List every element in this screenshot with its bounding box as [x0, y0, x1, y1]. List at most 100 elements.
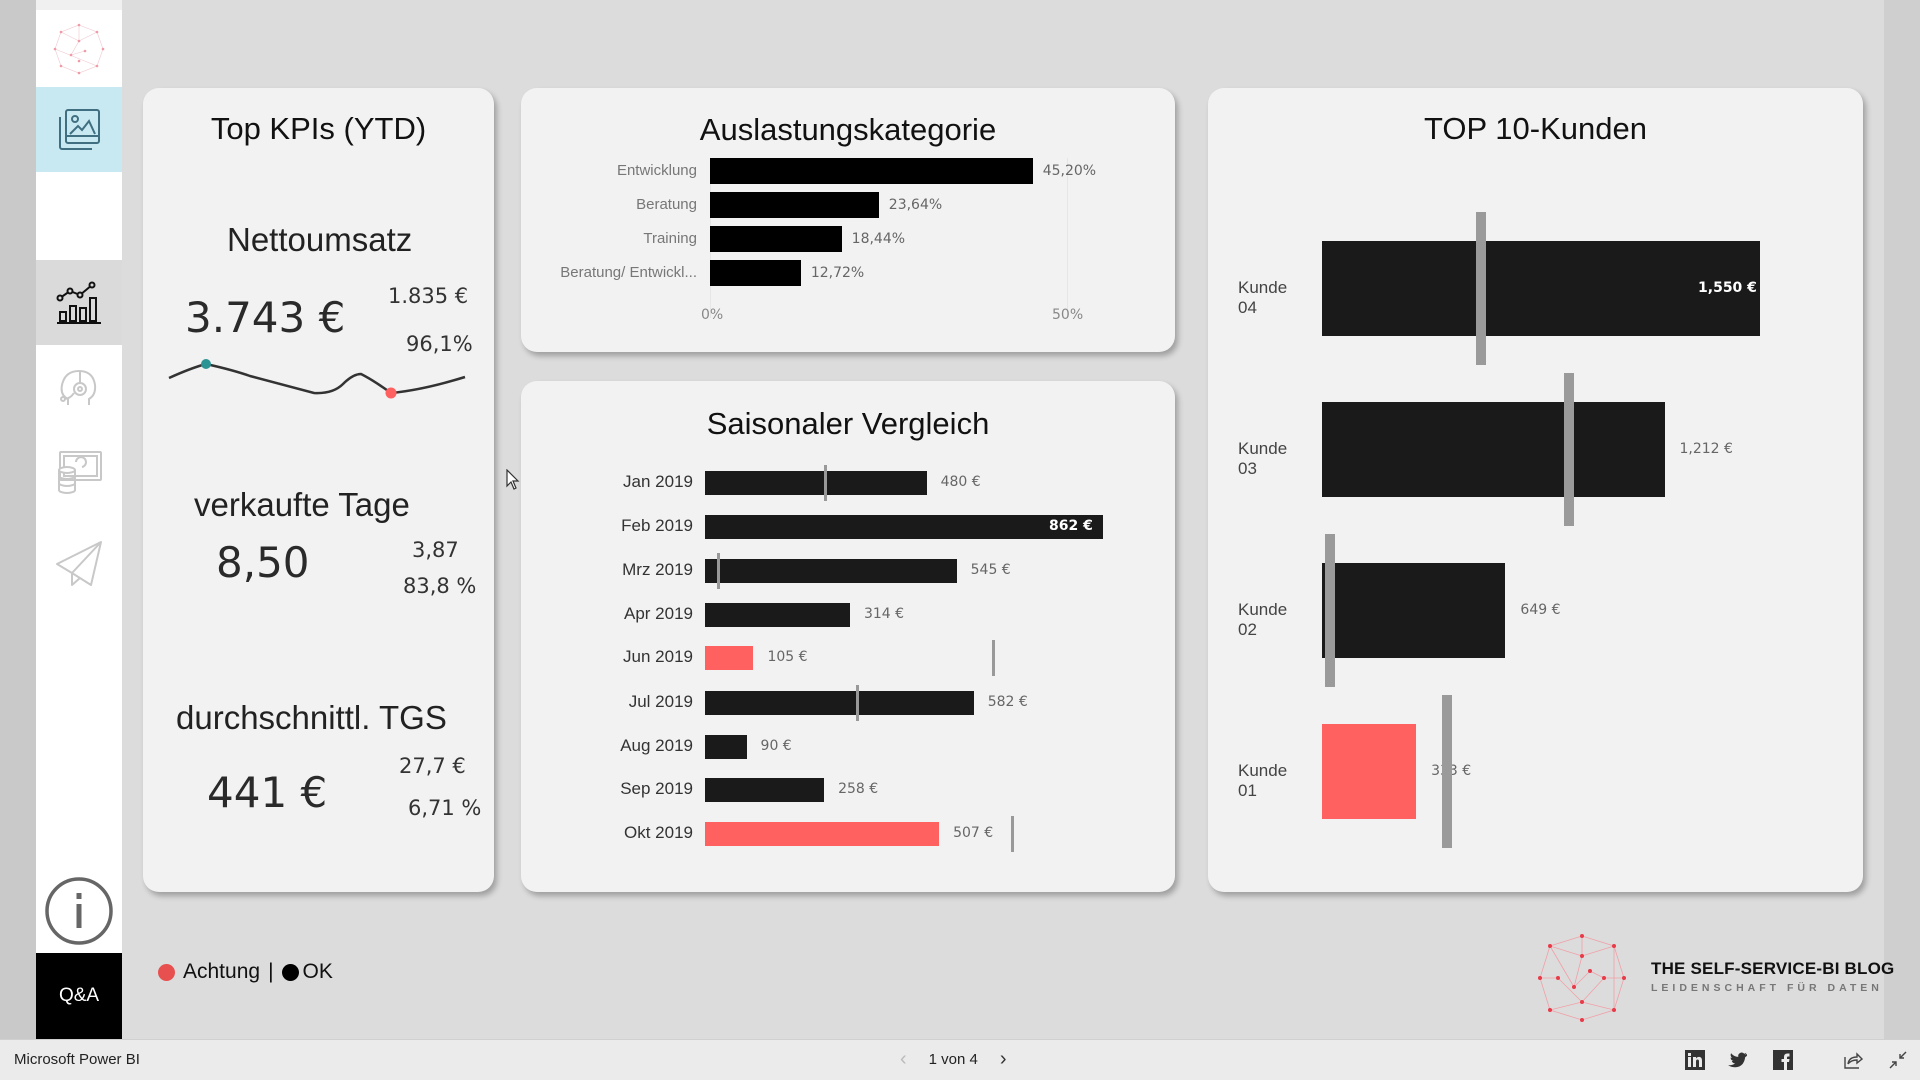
sidebar-item-send[interactable]	[36, 520, 122, 605]
prev-page-button[interactable]: ‹	[900, 1048, 907, 1070]
category-value: 12,72%	[810, 265, 865, 281]
month-value: 105 €	[767, 649, 808, 665]
month-bar[interactable]	[705, 778, 825, 802]
category-label: Beratung	[636, 196, 697, 213]
target-marker	[716, 553, 720, 589]
linkedin-icon[interactable]	[1685, 1050, 1705, 1070]
category-value: 23,64%	[888, 197, 943, 213]
kunde-label: Kunde 03	[1238, 438, 1288, 478]
page-navigator: ‹ 1 von 4 ›	[900, 1048, 1007, 1071]
legend-separator: |	[268, 960, 274, 983]
month-bar[interactable]	[705, 822, 940, 846]
sidebar-item-gallery[interactable]	[36, 87, 122, 172]
target-marker	[855, 685, 859, 721]
legend-ok: OK	[302, 960, 333, 983]
month-label: Jan 2019	[623, 472, 693, 491]
kunde-bar[interactable]	[1322, 402, 1665, 497]
sidebar-logo[interactable]	[36, 10, 122, 87]
month-value: 314 €	[863, 606, 905, 622]
kpi-card-title: Top KPIs (YTD)	[210, 111, 427, 146]
kunde-bar[interactable]	[1322, 241, 1761, 336]
category-label: Beratung/ Entwickl...	[560, 264, 697, 281]
tgs-compare: 27,7 €	[399, 754, 466, 778]
axis-tick-0: 0%	[701, 307, 724, 323]
category-value: 45,20%	[1042, 163, 1097, 179]
month-bar[interactable]	[705, 735, 747, 759]
qa-button[interactable]: Q&A	[36, 953, 122, 1039]
blog-logo-title: THE SELF-SERVICE-BI BLOG	[1651, 959, 1895, 978]
nettoumsatz-compare: 1.835 €	[388, 284, 469, 308]
month-label: Jun 2019	[623, 647, 693, 666]
kunde-label: Kunde 01	[1238, 760, 1288, 800]
gridline-50	[1067, 158, 1068, 318]
support-headset-icon	[60, 369, 97, 405]
page-indicator: 1 von 4	[928, 1051, 978, 1068]
twitter-icon[interactable]	[1728, 1050, 1748, 1070]
axis-tick-50: 50%	[1052, 307, 1084, 323]
saisonal-card: Saisonaler Vergleich Jan 2019 480 € Feb 20…	[521, 381, 1175, 892]
month-bar[interactable]	[705, 515, 1103, 539]
sidebar-top-band	[36, 0, 122, 10]
gallery-image-icon	[59, 108, 100, 150]
category-bar[interactable]	[710, 192, 879, 218]
kunde-bar[interactable]	[1322, 724, 1417, 819]
category-value: 18,44%	[851, 231, 906, 247]
next-page-button[interactable]: ›	[999, 1048, 1007, 1070]
target-marker	[991, 640, 995, 676]
month-label: Apr 2019	[624, 604, 693, 623]
sparkline-low-marker	[385, 387, 397, 399]
auslastung-card: Auslastungskategorie Entwicklung 45,20% Be…	[521, 88, 1175, 352]
facebook-icon[interactable]	[1773, 1050, 1793, 1070]
kpi-card: Top KPIs (YTD) Nettoumsatz 3.743 € 1.835…	[143, 88, 494, 892]
target-marker	[1564, 373, 1575, 526]
money-database-icon	[58, 450, 102, 494]
month-value: 545 €	[970, 562, 1011, 578]
nettoumsatz-sparkline	[168, 359, 466, 399]
nettoumsatz-pct: 96,1%	[406, 332, 473, 356]
exit-fullscreen-icon[interactable]	[1888, 1050, 1908, 1070]
mouse-cursor-icon	[506, 469, 520, 490]
month-value: 258 €	[838, 781, 879, 797]
status-legend: Achtung | OK	[158, 960, 333, 984]
category-bar[interactable]	[710, 260, 801, 286]
sidebar-item-support[interactable]	[36, 345, 122, 430]
footer-bar: Microsoft Power BI ‹ 1 von 4 ›	[0, 1039, 1920, 1080]
logo-network-icon	[53, 23, 105, 74]
verkaufte-tage-pct: 83,8 %	[403, 574, 477, 598]
month-bar[interactable]	[705, 646, 754, 670]
info-icon	[45, 876, 113, 945]
saisonal-title: Saisonaler Vergleich	[706, 406, 990, 441]
left-frame-strip	[0, 0, 36, 1039]
target-marker	[1476, 212, 1487, 365]
sidebar-item-analytics[interactable]	[36, 260, 122, 345]
blog-logo-subtitle: LEIDENSCHAFT FÜR DATEN	[1651, 982, 1883, 994]
month-bar[interactable]	[705, 691, 974, 715]
qa-label: Q&A	[58, 985, 100, 1006]
target-marker	[1011, 816, 1015, 852]
top10-title: TOP 10-Kunden	[1424, 111, 1647, 146]
blog-logo: THE SELF-SERVICE-BI BLOG LEIDENSCHAFT FÜ…	[1536, 930, 1894, 1035]
category-bar[interactable]	[710, 226, 842, 252]
auslastung-title: Auslastungskategorie	[699, 112, 997, 147]
sidebar-nav: Q&A	[36, 0, 122, 1039]
network-logo-icon	[1538, 934, 1626, 1022]
info-button[interactable]	[36, 868, 122, 953]
month-label: Okt 2019	[624, 823, 693, 842]
category-bar[interactable]	[710, 158, 1033, 184]
month-bar[interactable]	[705, 559, 957, 583]
verkaufte-tage-label: verkaufte Tage	[194, 486, 410, 523]
kunde-bar[interactable]	[1322, 563, 1506, 658]
month-bar[interactable]	[705, 471, 927, 495]
app-title: Microsoft Power BI	[14, 1051, 140, 1068]
nettoumsatz-label: Nettoumsatz	[227, 221, 413, 258]
target-marker	[1441, 695, 1452, 848]
share-icon[interactable]	[1843, 1050, 1863, 1070]
month-label: Mrz 2019	[622, 560, 693, 579]
kunde-value: 1,550 €	[1698, 279, 1757, 296]
month-bar[interactable]	[705, 603, 850, 627]
target-marker	[824, 465, 828, 501]
verkaufte-tage-compare: 3,87	[412, 538, 459, 562]
sidebar-item-finance[interactable]	[36, 430, 122, 515]
paper-plane-icon	[56, 540, 102, 586]
month-label: Feb 2019	[621, 516, 693, 535]
